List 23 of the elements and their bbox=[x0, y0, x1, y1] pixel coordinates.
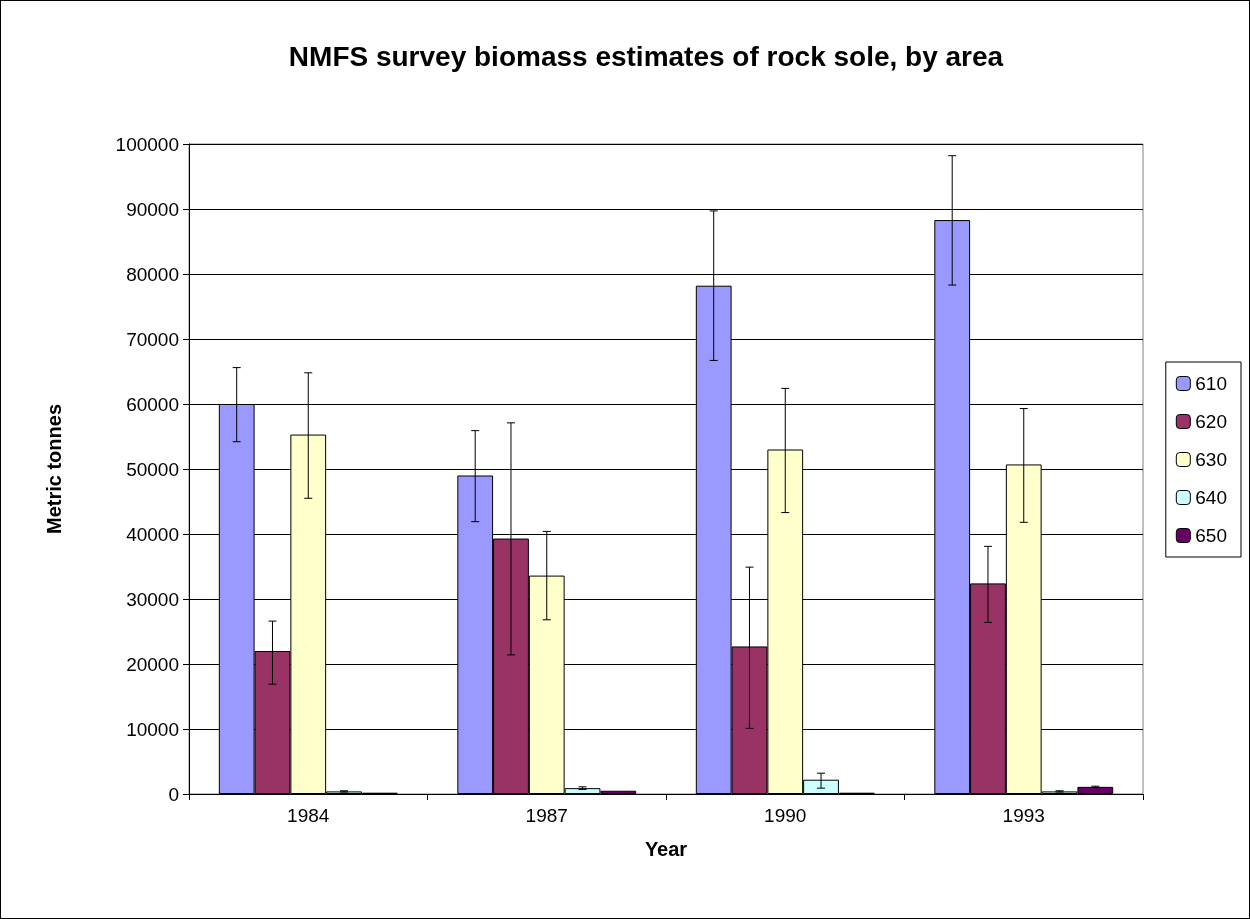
x-axis-title: Year bbox=[644, 838, 688, 860]
y-tick-label: 80000 bbox=[126, 263, 179, 285]
y-tick-label: 60000 bbox=[126, 393, 179, 415]
y-tick-label: 100000 bbox=[115, 133, 179, 155]
y-tick-label: 10000 bbox=[126, 718, 179, 740]
y-tick-label: 20000 bbox=[126, 653, 179, 675]
y-tick-label: 40000 bbox=[126, 523, 179, 545]
x-tick-label: 1993 bbox=[1002, 805, 1045, 826]
x-tick-label: 1987 bbox=[525, 805, 568, 826]
legend-label: 650 bbox=[1195, 525, 1227, 546]
legend-label: 630 bbox=[1195, 449, 1227, 470]
y-tick-label: 90000 bbox=[126, 198, 179, 220]
y-tick-label: 70000 bbox=[126, 328, 179, 350]
y-tick-label: 30000 bbox=[126, 588, 179, 610]
x-tick-label: 1990 bbox=[764, 805, 807, 826]
legend-label: 640 bbox=[1195, 487, 1227, 508]
legend-label: 610 bbox=[1195, 373, 1227, 394]
y-tick-label: 0 bbox=[168, 783, 179, 805]
y-tick-label: 50000 bbox=[126, 458, 179, 480]
chart-title: NMFS survey biomass estimates of rock sole, by area bbox=[288, 40, 1004, 72]
legend-label: 620 bbox=[1195, 411, 1227, 432]
y-axis-title: Metric tonnes bbox=[43, 403, 65, 535]
x-tick-label: 1984 bbox=[287, 805, 330, 826]
